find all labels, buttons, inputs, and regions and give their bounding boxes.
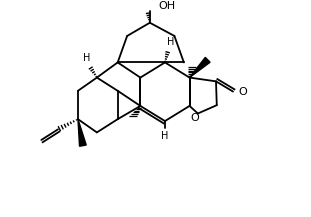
- Polygon shape: [189, 57, 210, 77]
- Text: O: O: [190, 113, 199, 123]
- Polygon shape: [78, 119, 86, 146]
- Text: H: H: [167, 36, 174, 47]
- Text: OH: OH: [158, 1, 175, 11]
- Text: H: H: [83, 53, 90, 63]
- Text: H: H: [161, 131, 169, 141]
- Text: O: O: [238, 87, 247, 97]
